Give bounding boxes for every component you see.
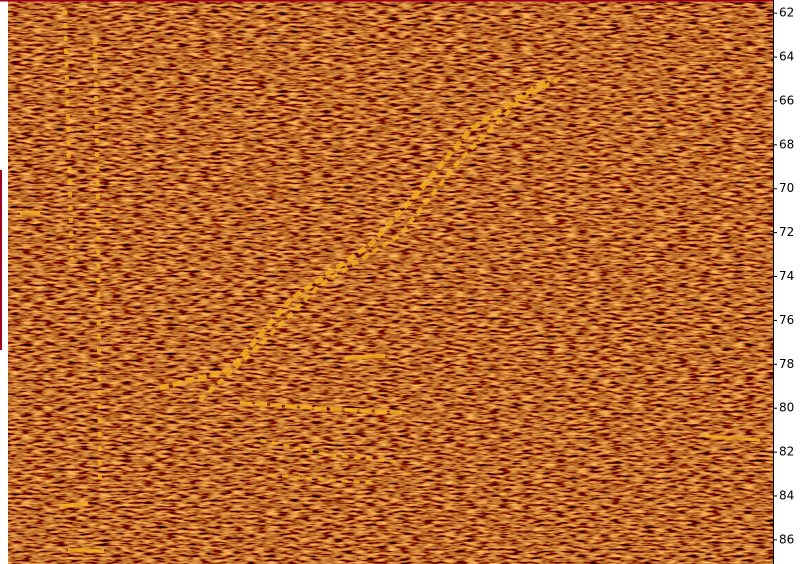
trace bbox=[269, 473, 371, 485]
y-tick-label: 64 bbox=[779, 50, 794, 64]
trace bbox=[67, 548, 105, 553]
y-tick-label: 80 bbox=[779, 401, 794, 415]
axis-panel bbox=[773, 0, 805, 564]
y-tick-label: 82 bbox=[779, 445, 794, 459]
trace bbox=[239, 401, 406, 415]
trace bbox=[344, 354, 386, 360]
spectrogram bbox=[8, 0, 773, 564]
y-tick-label: 86 bbox=[779, 532, 794, 546]
y-tick-label: 70 bbox=[779, 181, 794, 195]
trace bbox=[704, 434, 761, 442]
y-tick-label: 62 bbox=[779, 6, 794, 20]
heatmap-noise bbox=[8, 0, 773, 564]
y-tick-label: 72 bbox=[779, 225, 794, 239]
y-tick-label: 78 bbox=[779, 357, 794, 371]
y-axis: 62 64 66 68 70 72 74 76 78 80 82 84 86 bbox=[773, 6, 794, 546]
y-tick-label: 74 bbox=[779, 269, 794, 283]
y-tick-label: 76 bbox=[779, 313, 794, 327]
y-tick-label: 66 bbox=[779, 93, 794, 107]
y-tick-label: 68 bbox=[779, 137, 794, 151]
y-tick-label: 84 bbox=[779, 488, 794, 502]
trace bbox=[59, 502, 89, 508]
signal-traces bbox=[20, 9, 761, 553]
